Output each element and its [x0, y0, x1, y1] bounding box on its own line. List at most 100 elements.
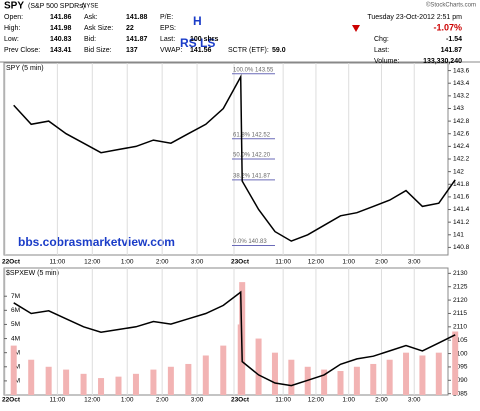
y-tick-label: 2110: [453, 324, 467, 331]
x-tick-label: 11:00: [275, 259, 291, 266]
y-tick-label: 141.2: [453, 219, 470, 226]
volume-bar: [271, 352, 278, 395]
x-tick-label: 1:00: [342, 397, 355, 404]
y-tick-label: 142.6: [453, 130, 470, 137]
quote-label: VWAP:: [160, 47, 182, 54]
quote-value: 140.83: [50, 36, 72, 43]
x-tick-label: 1:00: [121, 397, 134, 404]
x-tick-label: 3:00: [408, 397, 421, 404]
x-tick-label: 12:00: [308, 259, 325, 266]
x-tick-label: 2:00: [375, 259, 388, 266]
y-tick-label: 143.6: [453, 67, 470, 74]
y-tick-label: 2085: [453, 390, 468, 397]
volume-bar: [185, 363, 192, 395]
volume-bar: [115, 376, 122, 395]
y-tick-label: 142.4: [453, 143, 470, 150]
annotation: H: [193, 14, 202, 28]
price-line: [13, 74, 456, 242]
volume-bar: [132, 373, 139, 395]
y-tick-label: 143: [453, 105, 464, 112]
panel-title: $SPXEW (5 min): [6, 270, 59, 277]
volume-bar: [150, 369, 157, 395]
fib-label: 61.8% 142.52: [233, 132, 271, 138]
volume-bar: [403, 352, 410, 395]
y2-tick-label: 6M: [11, 307, 20, 314]
volume-bar: [10, 345, 17, 395]
x-tick-label: 23Oct: [231, 397, 250, 404]
quote-value: 100 shrs: [190, 36, 219, 43]
volume-bar: [435, 352, 442, 395]
datetime: Tuesday 23-Oct-2012 2:51 pm: [367, 14, 462, 21]
quote-value: 143.41: [50, 47, 72, 54]
fib-label: 100.0% 143.55: [233, 67, 274, 73]
volume-bar: [386, 359, 393, 395]
y-tick-label: 140.8: [453, 244, 470, 251]
copyright: ©StockCharts.com: [426, 2, 476, 9]
x-tick-label: 2:00: [375, 397, 388, 404]
y-tick-label: 2125: [453, 283, 468, 290]
exchange: NYSE: [82, 4, 98, 10]
volume-bar: [167, 366, 174, 395]
quote-label: High:: [4, 25, 20, 32]
y2-tick-label: 7M: [11, 293, 20, 300]
x-tick-label: 1:00: [342, 259, 355, 266]
y-tick-label: 141.4: [453, 206, 470, 213]
y-tick-label: 142.2: [453, 156, 470, 163]
volume-bar: [202, 355, 209, 395]
volume-bar: [98, 378, 105, 395]
y2-tick-label: 4M: [11, 335, 20, 342]
x-tick-label: 12:00: [84, 397, 101, 404]
y-tick-label: 143.4: [453, 80, 470, 87]
volume-bar: [337, 371, 344, 395]
symbol: SPY: [4, 1, 24, 12]
quote-value: 133,330,240: [423, 58, 462, 65]
x-tick-label: 1:00: [121, 259, 134, 266]
x-tick-label: 11:00: [49, 397, 65, 404]
price-line: [13, 290, 456, 387]
y-tick-label: 142.8: [453, 118, 470, 125]
quote-label: Low:: [4, 36, 19, 43]
y-tick-label: 2090: [453, 377, 468, 384]
panel-title: SPY (5 min): [6, 65, 44, 72]
website: bbs.cobrasmarketview.com: [18, 235, 175, 249]
x-tick-label: 2:00: [156, 397, 169, 404]
quote-label: Ask Size:: [84, 25, 113, 32]
x-tick-label: 12:00: [308, 397, 325, 404]
volume-bar: [45, 366, 52, 395]
quote-label: Last:: [160, 36, 175, 43]
volume-bar: [220, 345, 227, 395]
volume-bar: [63, 369, 70, 395]
fib-label: 50.0% 142.20: [233, 153, 271, 159]
x-tick-label: 22Oct: [2, 397, 21, 404]
volume-bar: [452, 331, 459, 395]
volume-bar: [370, 363, 377, 395]
x-tick-label: 23Oct: [231, 259, 250, 266]
quote-value: 22: [126, 25, 134, 32]
x-tick-label: 11:00: [275, 397, 291, 404]
x-tick-label: 22Oct: [2, 259, 21, 266]
quote-label: Chg:: [374, 36, 389, 43]
quote-label: Bid Size:: [84, 47, 112, 54]
fib-label: 38.2% 141.87: [233, 173, 271, 179]
x-tick-label: 3:00: [191, 259, 204, 266]
volume-bar: [288, 359, 295, 395]
quote-value: 59.0: [272, 47, 286, 54]
annotation: RS LS: [180, 36, 215, 50]
volume-bar: [28, 359, 35, 395]
quote-value: 141.87: [441, 47, 463, 54]
y-tick-label: 2095: [453, 364, 468, 371]
quote-label: Ask:: [84, 14, 98, 21]
quote-label: Prev Close:: [4, 47, 40, 54]
y-tick-label: 2105: [453, 337, 468, 344]
quote-label: Volume:: [374, 58, 399, 65]
quote-value: 141.88: [126, 14, 148, 21]
symbol-name: (S&P 500 SPDRs): [28, 3, 85, 10]
y-tick-label: 141.8: [453, 181, 470, 188]
y-tick-label: 2100: [453, 350, 468, 357]
x-tick-label: 3:00: [408, 259, 421, 266]
quote-value: 141.98: [50, 25, 72, 32]
quote-label: P/E:: [160, 14, 173, 21]
volume-bar: [80, 373, 87, 395]
